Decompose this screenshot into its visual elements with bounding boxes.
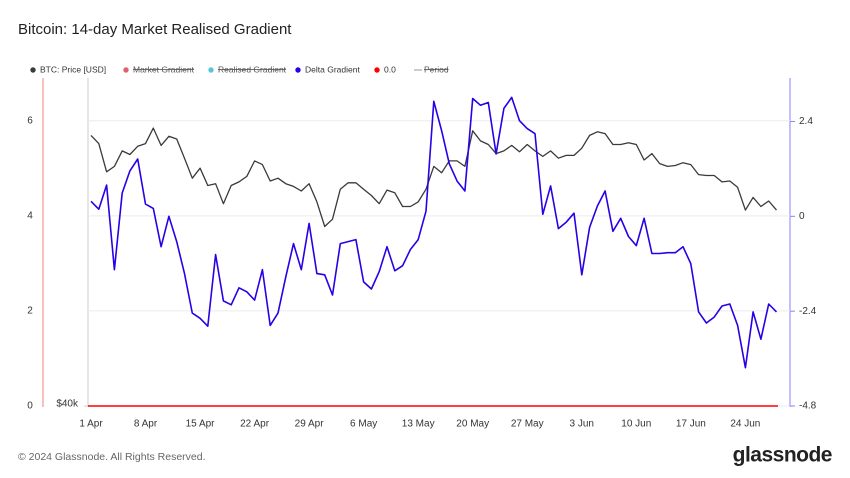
legend-marker xyxy=(295,67,301,73)
y-tick-label: 2 xyxy=(27,306,33,317)
series-line xyxy=(90,127,777,228)
y2-tick-label: 0 xyxy=(799,211,805,222)
x-tick-label: 10 Jun xyxy=(621,419,651,430)
y-tick-label: 0 xyxy=(27,401,33,412)
legend-marker xyxy=(123,67,129,73)
brand-logo: glassnode xyxy=(733,444,832,467)
x-tick-label: 20 May xyxy=(456,419,489,430)
legend-label[interactable]: Delta Gradient xyxy=(305,64,360,74)
legend-label[interactable]: BTC: Price [USD] xyxy=(40,64,106,74)
legend-label[interactable]: Realised Gradient xyxy=(218,64,287,74)
legend-label[interactable]: Period xyxy=(424,64,449,74)
legend-label[interactable]: 0.0 xyxy=(384,64,396,74)
legend-marker xyxy=(208,67,214,73)
x-tick-label: 13 May xyxy=(402,419,435,430)
x-tick-label: 29 Apr xyxy=(295,419,325,430)
y2-tick-label: 2.4 xyxy=(799,116,813,127)
x-tick-label: 22 Apr xyxy=(240,419,270,430)
x-tick-label: 6 May xyxy=(350,419,377,430)
x-tick-label: 15 Apr xyxy=(186,419,216,430)
legend-marker xyxy=(30,67,36,73)
x-tick-label: 3 Jun xyxy=(570,419,594,430)
y-tick-label: 6 xyxy=(27,115,33,126)
y2-tick-label: -4.8 xyxy=(799,401,817,412)
y-tick-label: 4 xyxy=(27,210,33,221)
x-tick-label: 27 May xyxy=(511,419,544,430)
legend-label[interactable]: Market Gradient xyxy=(133,64,195,74)
x-tick-label: 24 Jun xyxy=(730,419,760,430)
footer: © 2024 Glassnode. All Rights Reserved. xyxy=(18,451,206,463)
x-tick-label: 1 Apr xyxy=(79,419,103,430)
y2-tick-label: -2.4 xyxy=(799,306,817,317)
series-line xyxy=(90,96,778,369)
legend-marker xyxy=(374,67,380,73)
x-tick-label: 17 Jun xyxy=(676,419,706,430)
chart-title: Bitcoin: 14-day Market Realised Gradient xyxy=(18,21,292,38)
x-tick-label: 8 Apr xyxy=(134,419,158,430)
y3-tick-label: $40k xyxy=(56,399,79,410)
